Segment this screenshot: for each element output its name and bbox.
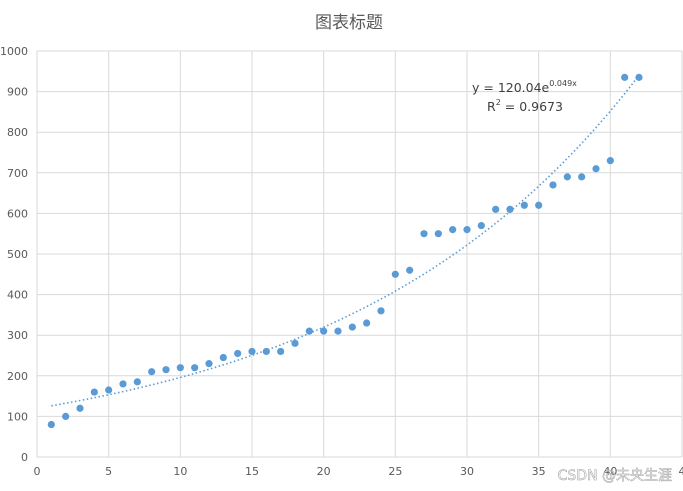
trendline-equation: y = 120.04e0.049x (472, 79, 577, 95)
data-point (305, 327, 313, 335)
data-point (477, 221, 485, 230)
data-point (62, 412, 70, 420)
y-tick-label: 200 (7, 370, 28, 383)
data-point (191, 364, 199, 372)
x-tick-label: 30 (460, 465, 474, 478)
data-point (277, 347, 285, 356)
y-tick-label: 700 (7, 167, 28, 180)
x-tick-label: 5 (105, 465, 112, 478)
data-point (234, 349, 242, 358)
y-tick-label: 800 (7, 126, 28, 139)
y-tick-label: 500 (7, 248, 28, 261)
data-point (90, 388, 98, 396)
data-point (105, 386, 113, 394)
y-tick-label: 600 (7, 207, 28, 220)
x-tick-label: 0 (34, 465, 41, 478)
data-point (162, 366, 170, 374)
data-point (133, 378, 141, 386)
data-point (492, 205, 500, 213)
data-point (406, 266, 414, 274)
data-point (176, 364, 184, 372)
data-point (506, 205, 514, 213)
x-tick-label: 35 (532, 465, 546, 478)
data-point (621, 73, 629, 81)
data-point (248, 347, 256, 356)
gridlines (36, 50, 683, 458)
data-point (520, 201, 528, 209)
data-point (291, 339, 299, 347)
x-tick-label: 20 (317, 465, 331, 478)
y-tick-label: 400 (7, 289, 28, 302)
data-point (334, 327, 342, 335)
y-tick-label: 900 (7, 86, 28, 99)
data-point (219, 353, 227, 362)
data-point (592, 165, 600, 173)
data-point (205, 360, 213, 368)
data-point (463, 226, 471, 234)
y-tick-label: 1000 (0, 45, 28, 58)
data-point (635, 73, 643, 81)
data-point (377, 307, 385, 315)
r-squared-label: R2 = 0.9673 (487, 98, 563, 114)
data-point (148, 368, 156, 376)
data-point (434, 230, 442, 238)
x-tick-label: 4 (679, 465, 683, 478)
y-tick-label: 0 (21, 451, 28, 464)
data-point (449, 226, 457, 234)
data-point (563, 173, 571, 181)
x-tick-label: 40 (603, 465, 617, 478)
data-point (391, 270, 399, 278)
x-tick-label: 15 (245, 465, 259, 478)
x-tick-label: 10 (173, 465, 187, 478)
data-point (76, 404, 84, 412)
exponential-trendline (51, 74, 640, 407)
y-tick-label: 100 (7, 410, 28, 423)
data-points (47, 73, 643, 429)
data-point (119, 380, 127, 388)
y-axis-tick-labels: 0 100 200 300 400 500 600 700 800 900 1000 (0, 45, 28, 464)
x-tick-label: 25 (388, 465, 402, 478)
data-point (420, 230, 428, 238)
data-point (549, 181, 557, 189)
data-point (578, 173, 586, 181)
y-tick-label: 300 (7, 329, 28, 342)
x-axis-tick-labels: 0 5 10 15 20 25 30 35 40 4 (34, 465, 683, 478)
data-point (320, 327, 328, 335)
chart-title: 图表标题 (315, 13, 383, 33)
data-point (262, 347, 270, 356)
data-point (348, 323, 356, 331)
data-point (606, 157, 614, 165)
data-point (535, 201, 543, 209)
data-point (47, 420, 55, 429)
data-point (363, 319, 371, 327)
watermark: CSDN @未央生涯 (558, 468, 672, 484)
